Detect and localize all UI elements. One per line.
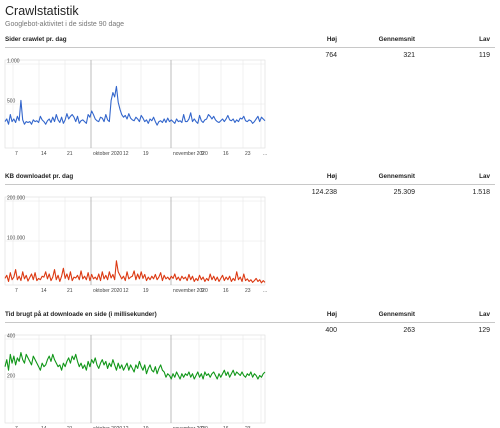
average-value: 263	[403, 327, 415, 334]
average-column-header: Gennemsnit	[378, 311, 415, 318]
x-tick-label: 23	[245, 151, 251, 157]
section-label: Tid brugt på at downloade en side (i mil…	[5, 311, 157, 318]
x-tick-label: november 2020	[173, 288, 208, 294]
section-header: Sider crawlet pr. dag Høj Gennemsnit Lav	[5, 36, 495, 46]
x-tick-label: 7	[15, 151, 18, 157]
low-value: 119	[478, 52, 490, 59]
section-divider	[5, 322, 495, 323]
x-tick-label: 7	[15, 288, 18, 294]
x-tick-label: 16	[223, 426, 229, 428]
series-line	[4, 260, 266, 284]
x-tick-label: 7	[15, 426, 18, 428]
x-tick-label: ...	[263, 426, 267, 428]
x-tick-label: 19	[143, 288, 149, 294]
x-tick-label: oktober 2020	[93, 151, 122, 157]
x-tick-label: 14	[41, 426, 47, 428]
x-tick-label: 12	[123, 288, 129, 294]
average-column-header: Gennemsnit	[378, 36, 415, 43]
low-column-header: Lav	[479, 173, 490, 180]
y-tick-label: 200.000	[7, 196, 25, 202]
average-column-header: Gennemsnit	[378, 173, 415, 180]
x-tick-label: 21	[67, 288, 73, 294]
page-title: Crawlstatistik	[5, 4, 79, 18]
y-tick-label: 200	[7, 374, 16, 380]
low-value: 129	[478, 327, 490, 334]
x-tick-label: 9	[201, 426, 204, 428]
section-divider	[5, 184, 495, 185]
x-tick-label: oktober 2020	[93, 288, 122, 294]
stats-section-crawled-pages: Sider crawlet pr. dag Høj Gennemsnit Lav 764…	[4, 36, 495, 166]
x-tick-label: 23	[245, 426, 251, 428]
x-tick-label: 12	[123, 426, 129, 428]
low-value: 1.518	[472, 189, 490, 196]
x-tick-label: 14	[41, 288, 47, 294]
average-value: 321	[403, 52, 415, 59]
low-column-header: Lav	[479, 36, 490, 43]
section-label: Sider crawlet pr. dag	[5, 36, 67, 43]
y-tick-label: 1.000	[7, 59, 20, 65]
x-tick-label: november 2020	[173, 426, 208, 428]
x-tick-label: 21	[67, 151, 73, 157]
x-tick-label: 19	[143, 151, 149, 157]
stats-section-kb-downloaded: KB downloadet pr. dag Høj Gennemsnit Lav 124…	[4, 173, 495, 303]
x-tick-label: ...	[263, 151, 267, 157]
section-label: KB downloadet pr. dag	[5, 173, 74, 180]
average-value: 25.309	[393, 189, 415, 196]
section-header: Tid brugt på at downloade en side (i mil…	[5, 311, 495, 321]
high-value: 764	[325, 52, 337, 59]
x-tick-label: 14	[41, 151, 47, 157]
section-divider	[5, 47, 495, 48]
x-tick-label: 23	[245, 288, 251, 294]
series-line	[4, 85, 266, 126]
x-tick-label: 19	[143, 426, 149, 428]
x-tick-label: 21	[67, 426, 73, 428]
y-tick-label: 500	[7, 99, 16, 105]
x-tick-label: 9	[201, 288, 204, 294]
x-tick-label: 16	[223, 151, 229, 157]
x-tick-label: 16	[223, 288, 229, 294]
x-tick-label: 9	[201, 151, 204, 157]
line-chart: 1.000 500 7 14 21 oktober 2020 12 19 november 20…	[4, 59, 267, 157]
x-tick-label: 12	[123, 151, 129, 157]
high-column-header: Høj	[326, 36, 337, 43]
section-header: KB downloadet pr. dag Høj Gennemsnit Lav	[5, 173, 495, 183]
high-column-header: Høj	[326, 311, 337, 318]
line-chart: 200.000 100.000 7 14 21 oktober 2020 12 19 novem…	[4, 196, 267, 294]
page-subtitle: Googlebot-aktivitet i de sidste 90 dage	[5, 21, 125, 28]
x-tick-label: november 2020	[173, 151, 208, 157]
y-tick-label: 100.000	[7, 236, 25, 242]
series-line	[4, 352, 266, 380]
y-tick-label: 400	[7, 334, 16, 340]
x-tick-label: ...	[263, 288, 267, 294]
high-column-header: Høj	[326, 173, 337, 180]
high-value: 400	[325, 327, 337, 334]
low-column-header: Lav	[479, 311, 490, 318]
stats-section-download-time: Tid brugt på at downloade en side (i mil…	[4, 311, 495, 428]
high-value: 124.238	[311, 189, 337, 196]
x-tick-label: oktober 2020	[93, 426, 122, 428]
